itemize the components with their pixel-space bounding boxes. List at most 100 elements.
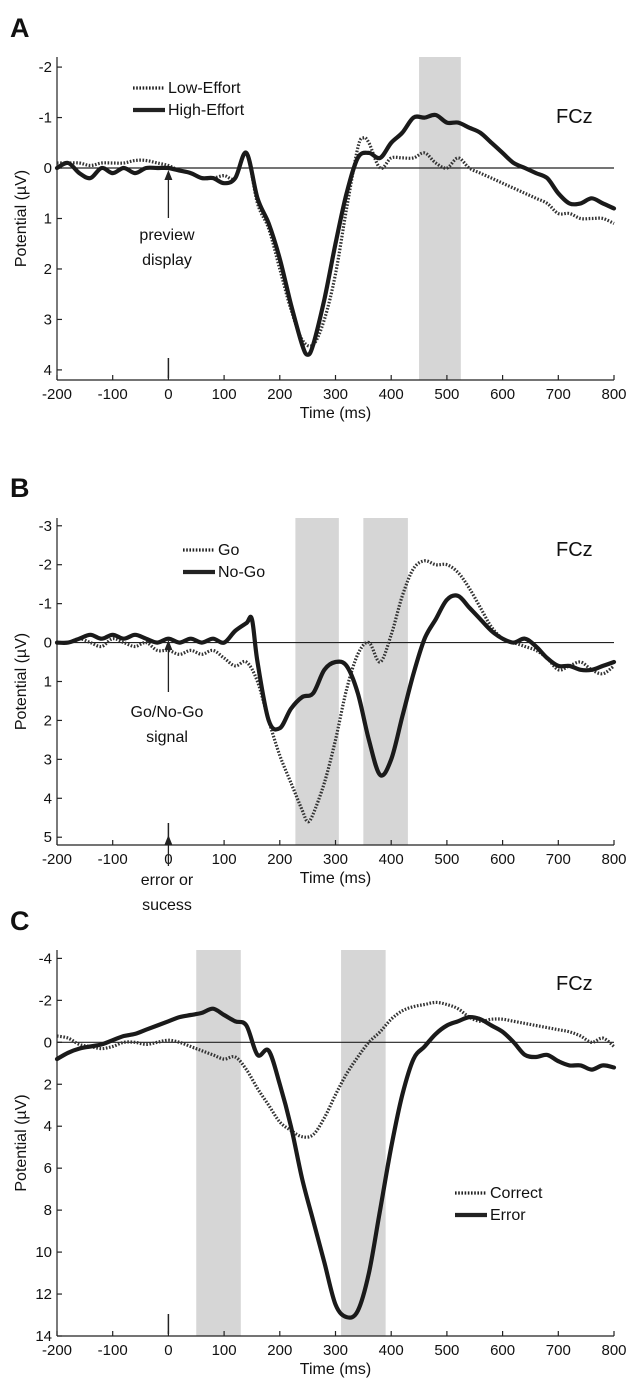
x-tick-label: -100 — [98, 1342, 128, 1359]
annotation-arrow-head — [164, 640, 173, 650]
y-tick-label: -2 — [39, 992, 52, 1009]
series-go — [56, 559, 615, 824]
x-tick-label: 400 — [379, 851, 404, 868]
channel-label: FCz — [556, 973, 593, 995]
y-tick-label: 8 — [44, 1202, 52, 1219]
x-axis-title: Time (ms) — [300, 870, 371, 887]
x-tick-label: 200 — [267, 386, 292, 403]
series-high-effort — [54, 112, 617, 357]
x-tick-label: -200 — [42, 386, 72, 403]
x-tick-label: 100 — [212, 386, 237, 403]
series-low-effort — [57, 135, 615, 348]
panel-a: -2 -1 0 1 2 3 4 -200 -100 0 100 200 300 400 500 600 700 8… — [10, 13, 627, 422]
x-tick-label: 700 — [546, 386, 571, 403]
annotation-text: signal — [146, 729, 188, 746]
series-correct — [56, 1000, 616, 1139]
x-tick-label: 400 — [379, 386, 404, 403]
x-tick-label: 0 — [164, 386, 172, 403]
annotation-arrow-head — [164, 835, 173, 845]
legend-label: Correct — [490, 1185, 543, 1202]
x-tick-label: 500 — [434, 851, 459, 868]
legend-label: High-Effort — [168, 102, 245, 119]
y-tick-label: 2 — [44, 261, 52, 278]
y-tick-label: 2 — [44, 1076, 52, 1093]
annotation-text: preview — [139, 227, 195, 244]
x-tick-label: 600 — [490, 386, 515, 403]
y-tick-label: 4 — [44, 362, 52, 379]
x-tick-label: 400 — [379, 1342, 404, 1359]
y-tick-label: 0 — [44, 635, 52, 652]
legend-label: Error — [490, 1207, 526, 1224]
y-tick-label: -3 — [39, 518, 52, 535]
panel-letter: C — [10, 906, 30, 936]
y-axis-title: Potential (µV) — [13, 633, 30, 730]
channel-label: FCz — [556, 106, 593, 128]
legend-label: No-Go — [218, 564, 265, 581]
x-tick-label: 100 — [212, 851, 237, 868]
x-tick-label: 200 — [267, 1342, 292, 1359]
panel-letter: B — [10, 473, 30, 503]
annotation-text: display — [142, 252, 192, 269]
y-tick-label: 3 — [44, 751, 52, 768]
shaded-window — [341, 950, 386, 1336]
shaded-window — [419, 57, 461, 380]
y-tick-label: 14 — [35, 1328, 52, 1345]
y-tick-label: 1 — [44, 674, 52, 691]
x-tick-label: 300 — [323, 1342, 348, 1359]
x-tick-label: 700 — [546, 851, 571, 868]
y-tick-label: -4 — [39, 950, 52, 967]
y-tick-label: 12 — [35, 1286, 52, 1303]
y-tick-label: -1 — [39, 110, 52, 127]
annotation-arrow-head — [164, 170, 173, 180]
y-tick-label: 6 — [44, 1160, 52, 1177]
x-axis-title: Time (ms) — [300, 405, 371, 422]
y-tick-label: 5 — [44, 829, 52, 846]
shaded-window — [363, 518, 408, 845]
y-tick-label: 10 — [35, 1244, 52, 1261]
x-tick-label: 100 — [212, 1342, 237, 1359]
x-tick-label: -100 — [98, 851, 128, 868]
y-tick-label: 4 — [44, 790, 52, 807]
annotation-text: error or — [141, 872, 194, 889]
y-tick-label: 1 — [44, 211, 52, 228]
x-tick-label: 800 — [601, 1342, 626, 1359]
y-tick-label: 3 — [44, 311, 52, 328]
x-tick-label: 600 — [490, 851, 515, 868]
x-tick-label: -100 — [98, 386, 128, 403]
y-tick-label: -2 — [39, 557, 52, 574]
y-tick-label: -2 — [39, 59, 52, 76]
y-tick-label: 0 — [44, 160, 52, 177]
y-axis-title: Potential (µV) — [13, 1094, 30, 1191]
x-tick-label: 500 — [434, 386, 459, 403]
y-tick-label: -1 — [39, 596, 52, 613]
x-tick-label: 200 — [267, 851, 292, 868]
x-tick-label: 800 — [601, 851, 626, 868]
panel-b: -3-2-1012345-200-10001002003004005006007… — [10, 473, 627, 887]
x-tick-label: 500 — [434, 1342, 459, 1359]
channel-label: FCz — [556, 539, 593, 561]
annotation-text: Go/No-Go — [131, 704, 204, 721]
y-tick-label: 2 — [44, 712, 52, 729]
y-tick-label: 0 — [44, 1034, 52, 1051]
x-tick-label: 800 — [601, 386, 626, 403]
x-tick-label: 300 — [323, 851, 348, 868]
x-tick-label: -200 — [42, 851, 72, 868]
series-error — [54, 1006, 617, 1320]
x-axis-title: Time (ms) — [300, 1361, 371, 1378]
y-axis-title: Potential (µV) — [13, 170, 30, 267]
x-tick-label: 600 — [490, 1342, 515, 1359]
x-tick-label: -200 — [42, 1342, 72, 1359]
x-tick-label: 300 — [323, 386, 348, 403]
x-tick-label: 0 — [164, 1342, 172, 1359]
legend-label: Low-Effort — [168, 80, 241, 97]
y-tick-label: 4 — [44, 1118, 52, 1135]
shaded-window — [196, 950, 241, 1336]
legend-label: Go — [218, 542, 239, 559]
x-tick-label: 700 — [546, 1342, 571, 1359]
panel-letter: A — [10, 13, 30, 43]
series-no-go — [54, 593, 617, 778]
annotation-text: sucess — [142, 897, 192, 914]
